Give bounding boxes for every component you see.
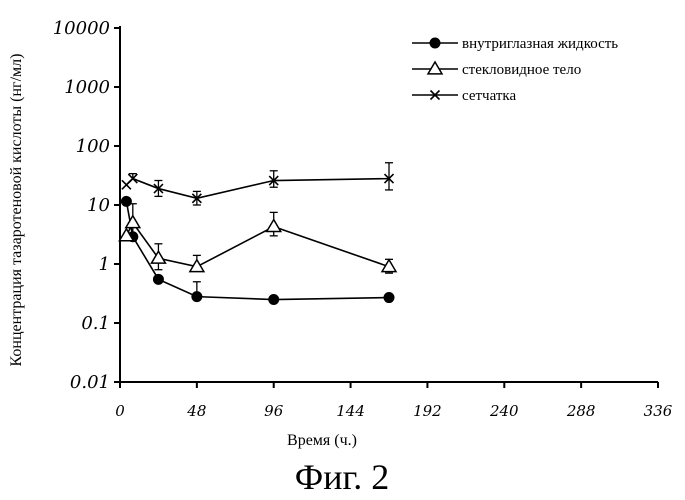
data-point	[153, 183, 164, 194]
data-point	[118, 227, 135, 242]
data-point-stroke	[268, 175, 279, 186]
x-tick-label: 96	[264, 402, 284, 420]
legend-marker-stroke	[429, 89, 441, 101]
legend-marker	[426, 60, 444, 75]
data-point-stroke	[191, 193, 202, 204]
legend-label: стекловидное тело	[462, 62, 581, 78]
legend-marker	[429, 37, 441, 49]
legend-item-3: сетчатка	[412, 88, 516, 104]
x-tick-label: 336	[644, 402, 673, 420]
data-point-stroke	[127, 173, 138, 184]
figure-caption: Фиг. 2	[295, 457, 389, 497]
x-axis-label: Время (ч.)	[287, 432, 357, 449]
data-point-stroke	[153, 183, 164, 194]
data-point-stroke	[383, 173, 395, 184]
plot-area	[118, 162, 398, 306]
legend-label: внутриглазная жидкость	[462, 36, 618, 52]
legend-item-1: внутриглазная жидкость	[412, 36, 618, 52]
legend-item-2: стекловидное тело	[412, 60, 581, 78]
data-point	[127, 173, 138, 184]
x-tick-label: 288	[566, 402, 596, 420]
legend-label: сетчатка	[462, 88, 516, 104]
legend: внутриглазная жидкость стекловидное тело с…	[412, 36, 618, 104]
y-tick-label: 100	[76, 136, 110, 157]
axis-ticks: 0.01 0.1 1 10 100 1000 10000 0 48 96 144 192 240 288 3…	[53, 18, 673, 420]
y-tick-label: 0.01	[70, 372, 110, 393]
data-point	[383, 292, 395, 304]
series-2	[118, 203, 398, 274]
y-tick-label: 1	[99, 254, 110, 275]
data-point	[191, 193, 202, 204]
x-tick-label: 0	[115, 402, 125, 420]
legend-marker	[429, 89, 441, 101]
data-point	[380, 258, 398, 273]
series-line	[125, 221, 390, 268]
y-tick-label: 10	[87, 195, 110, 216]
x-tick-label: 240	[489, 402, 519, 420]
series-line	[125, 177, 390, 200]
y-tick-label: 1000	[64, 77, 110, 98]
data-point	[383, 173, 395, 184]
x-tick-label: 144	[336, 402, 365, 420]
data-point	[191, 291, 203, 303]
data-point	[188, 258, 206, 273]
y-tick-label: 0.1	[81, 313, 110, 334]
data-point	[268, 175, 279, 186]
series-line	[125, 201, 390, 301]
data-point	[150, 249, 167, 264]
series-1	[120, 195, 395, 306]
y-axis-label: Концентрация тазаротеновой кислоты (нг/м…	[8, 54, 25, 367]
x-tick-label: 48	[186, 402, 206, 420]
data-point	[124, 214, 142, 229]
data-point	[120, 195, 132, 207]
data-point	[265, 218, 283, 233]
axes	[119, 26, 658, 383]
x-tick-label: 192	[413, 402, 442, 420]
data-point	[268, 294, 280, 306]
series-3	[121, 162, 395, 206]
data-point	[152, 273, 164, 285]
y-tick-label: 10000	[53, 18, 110, 39]
